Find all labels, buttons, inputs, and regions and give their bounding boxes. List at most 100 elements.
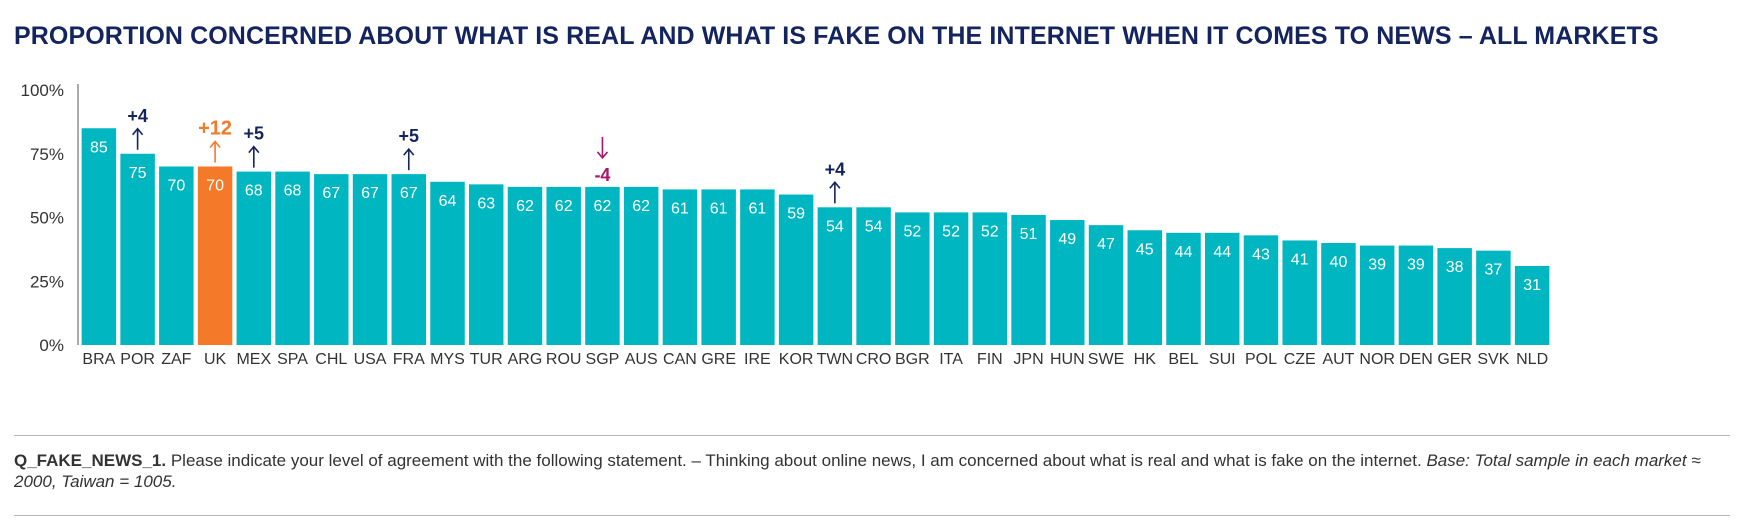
change-annotation: -4 [594, 136, 610, 185]
x-tick-label: ARG [508, 351, 543, 368]
bar-value-label: 62 [516, 198, 534, 215]
x-tick-label: HUN [1050, 351, 1085, 368]
change-annotations: +4 +12 +5 +5 -4 +4 [127, 106, 845, 204]
footnote-question-id: Q_FAKE_NEWS_1. [14, 451, 167, 470]
change-label: -4 [594, 165, 610, 185]
bar-value-label: 44 [1175, 244, 1193, 261]
bar [1321, 243, 1356, 345]
bar [623, 186, 659, 345]
change-label: +4 [825, 159, 846, 179]
x-tick-label: GER [1437, 351, 1472, 368]
bar-value-label: 85 [90, 139, 108, 156]
bar-value-label: 44 [1213, 244, 1231, 261]
bar-value-label: 62 [594, 198, 612, 215]
bar-value-label: 63 [477, 195, 495, 212]
bar-value-label: 70 [167, 178, 185, 195]
bar-value-label: 37 [1484, 262, 1502, 279]
bar-value-label: 52 [981, 223, 999, 240]
y-tick-label: 75% [30, 145, 64, 164]
down-arrow-icon [596, 151, 609, 160]
bar [197, 166, 233, 345]
bar [1282, 240, 1317, 345]
change-annotation: +5 [398, 126, 419, 171]
bar [1011, 214, 1046, 345]
chart-title: PROPORTION CONCERNED ABOUT WHAT IS REAL … [14, 22, 1659, 50]
x-tick-label: GRE [701, 351, 736, 368]
footnote: Q_FAKE_NEWS_1. Please indicate your leve… [14, 450, 1714, 492]
bar [314, 174, 349, 345]
up-arrow-icon [209, 140, 221, 149]
y-tick-label: 0% [39, 336, 64, 355]
bar-value-label: 70 [206, 178, 224, 195]
bar [1243, 235, 1279, 345]
bar [856, 207, 891, 345]
x-tick-label: TWN [817, 351, 853, 368]
bar-value-label: 41 [1291, 251, 1309, 268]
bar-value-label: 43 [1252, 246, 1270, 263]
bar [1359, 245, 1395, 345]
x-tick-label: SPA [277, 351, 308, 368]
up-arrow-icon [248, 145, 260, 154]
x-tick-label: KOR [779, 351, 814, 368]
footnote-text: Please indicate your level of agreement … [166, 451, 1427, 470]
y-tick-label: 100% [21, 81, 64, 100]
x-tick-labels: BRA POR ZAF UK MEX SPA CHL USA FRA MYS TUR ARG ROU SG… [82, 351, 1548, 368]
bar-value-label: 39 [1407, 257, 1425, 274]
bar [662, 189, 698, 345]
x-tick-label: NLD [1516, 351, 1548, 368]
bar-value-label: 39 [1368, 257, 1386, 274]
bottom-divider [14, 435, 1730, 436]
bar [972, 212, 1008, 345]
bar [430, 181, 465, 345]
x-tick-label: CAN [663, 351, 697, 368]
change-annotation: +4 [825, 159, 846, 204]
bar [1437, 248, 1472, 345]
bar [468, 184, 504, 345]
x-tick-label: AUS [625, 351, 658, 368]
x-tick-label: SWE [1088, 351, 1124, 368]
bar-value-label: 54 [865, 218, 883, 235]
bar-value-label: 59 [787, 206, 805, 223]
bar [1204, 232, 1240, 345]
bar [1050, 220, 1085, 345]
bar-value-label: 31 [1523, 277, 1541, 294]
bar [159, 166, 194, 345]
x-tick-label: USA [354, 351, 387, 368]
change-annotation: +5 [244, 124, 264, 168]
x-tick-label: FRA [393, 351, 425, 368]
x-tick-label: BGR [895, 351, 930, 368]
change-label: +12 [198, 118, 232, 140]
x-tick-label: POL [1245, 351, 1277, 368]
x-tick-label: MEX [236, 351, 271, 368]
bar-value-label: 52 [903, 223, 921, 240]
bar-value-label: 68 [284, 183, 302, 200]
bar-value-label: 40 [1330, 254, 1348, 271]
bar-value-label: 67 [322, 185, 340, 202]
x-tick-label: POR [120, 351, 155, 368]
x-tick-label: UK [204, 351, 227, 368]
bar-chart: 0% 25% 50% 75% 100% 85 75 70 70 68 68 67 67 67 64 63 62… [21, 81, 1550, 368]
x-tick-label: BRA [82, 351, 115, 368]
bar [507, 186, 543, 345]
bar-value-label: 64 [439, 193, 457, 210]
bar-value-label: 75 [129, 165, 147, 182]
x-tick-label: NOR [1359, 351, 1395, 368]
bar [701, 189, 736, 345]
bar-value-label: 51 [1020, 226, 1038, 243]
bar-value-labels: 85 75 70 70 68 68 67 67 67 64 63 62 62 62 62 61 61 61 59 54… [90, 139, 1541, 294]
bar [1127, 230, 1163, 345]
bar [778, 194, 814, 345]
up-arrow-icon [131, 127, 144, 136]
footnote-base: Base: Total sample in each market ≈ 2000… [14, 451, 1701, 491]
x-tick-label: TUR [470, 351, 503, 368]
bar [1398, 245, 1434, 345]
x-tick-label: IRE [744, 351, 771, 368]
x-tick-label: MYS [430, 351, 465, 368]
bar [391, 174, 427, 345]
x-tick-label: AUT [1322, 351, 1354, 368]
bar [81, 128, 117, 345]
bar-value-label: 45 [1136, 241, 1154, 258]
bar [236, 171, 272, 345]
bar-value-label: 49 [1058, 231, 1076, 248]
